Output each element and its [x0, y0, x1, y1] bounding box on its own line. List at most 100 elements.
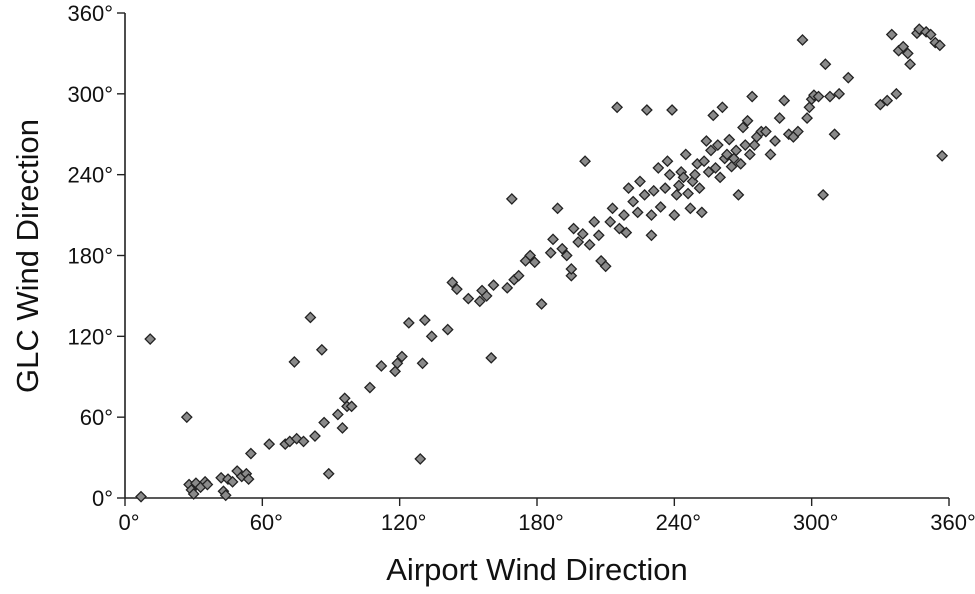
y-tick-label: 60°	[80, 405, 113, 430]
data-point	[592, 229, 605, 242]
data-point	[288, 356, 301, 368]
data-point	[714, 171, 727, 184]
data-point	[833, 87, 846, 100]
data-point	[505, 192, 518, 205]
data-point	[645, 229, 658, 242]
data-point	[732, 188, 745, 201]
data-point	[446, 276, 459, 289]
data-point	[677, 171, 690, 184]
y-tick-label: 120°	[67, 324, 113, 349]
data-point	[480, 289, 493, 302]
data-point	[682, 187, 694, 200]
data-point	[638, 188, 651, 201]
data-point	[604, 215, 617, 228]
data-point	[890, 87, 903, 100]
data-point	[304, 311, 317, 324]
data-point	[634, 175, 646, 188]
data-point	[933, 39, 946, 52]
data-point	[544, 246, 557, 259]
data-point	[661, 155, 674, 168]
data-point	[144, 333, 157, 345]
x-tick-label: 120°	[381, 510, 427, 535]
data-point	[746, 90, 759, 103]
data-point	[812, 90, 825, 103]
data-point	[242, 473, 255, 486]
data-point	[901, 47, 914, 60]
data-point	[711, 139, 724, 151]
data-point	[705, 144, 717, 157]
data-point	[659, 182, 672, 195]
data-point	[226, 475, 239, 488]
data-point	[652, 162, 665, 174]
data-point	[524, 249, 537, 262]
data-point	[425, 330, 438, 343]
data-point	[645, 209, 658, 222]
data-point	[565, 269, 578, 282]
data-point	[501, 281, 514, 294]
data-point	[759, 125, 772, 138]
data-point	[739, 139, 752, 151]
data-point	[599, 260, 612, 273]
data-point	[576, 228, 589, 240]
data-point	[473, 295, 486, 308]
data-point	[567, 222, 580, 235]
data-point	[565, 263, 578, 275]
data-point	[391, 357, 404, 370]
data-point	[913, 23, 926, 36]
data-point	[801, 112, 814, 125]
data-point	[924, 28, 937, 41]
x-tick-label: 240°	[656, 510, 702, 535]
data-point	[416, 357, 429, 370]
data-point	[560, 249, 573, 262]
data-point	[201, 478, 214, 491]
x-tick-label: 0°	[118, 510, 139, 535]
data-point	[187, 488, 200, 500]
data-point	[647, 184, 660, 197]
data-point	[730, 144, 743, 157]
data-point	[824, 90, 836, 103]
y-tick-label: 360°	[67, 1, 113, 26]
y-tick-label: 180°	[67, 244, 113, 269]
data-point	[640, 104, 653, 116]
data-point	[627, 195, 640, 208]
data-point	[487, 279, 500, 292]
data-point	[698, 155, 711, 168]
data-point	[672, 179, 685, 192]
data-point	[723, 133, 736, 146]
data-point	[769, 135, 781, 147]
data-point	[441, 323, 454, 336]
data-point	[535, 298, 548, 310]
data-point	[773, 112, 786, 125]
data-point	[618, 209, 630, 222]
data-point	[485, 351, 498, 364]
data-point	[611, 101, 624, 114]
data-point	[670, 188, 683, 201]
data-points	[135, 23, 949, 503]
data-point	[904, 58, 917, 71]
data-point	[666, 104, 678, 116]
data-point	[897, 40, 910, 53]
data-point	[180, 411, 193, 424]
data-point	[315, 343, 328, 356]
data-point	[689, 168, 701, 181]
data-point	[885, 28, 898, 41]
data-point	[450, 283, 463, 296]
data-point	[654, 201, 667, 213]
data-point	[695, 206, 708, 219]
data-point	[588, 215, 601, 228]
data-point	[707, 109, 720, 122]
data-point	[620, 226, 633, 239]
data-point	[551, 202, 564, 215]
data-point	[606, 202, 619, 215]
data-point	[556, 242, 569, 255]
y-tick-label: 0°	[92, 486, 113, 511]
data-point	[663, 168, 676, 181]
data-point	[297, 435, 310, 448]
data-point	[418, 314, 431, 327]
x-axis-title: Airport Wind Direction	[386, 552, 687, 587]
data-point	[796, 34, 809, 46]
data-point	[528, 256, 541, 269]
data-point	[512, 269, 525, 282]
x-tick-label: 360°	[930, 510, 975, 535]
